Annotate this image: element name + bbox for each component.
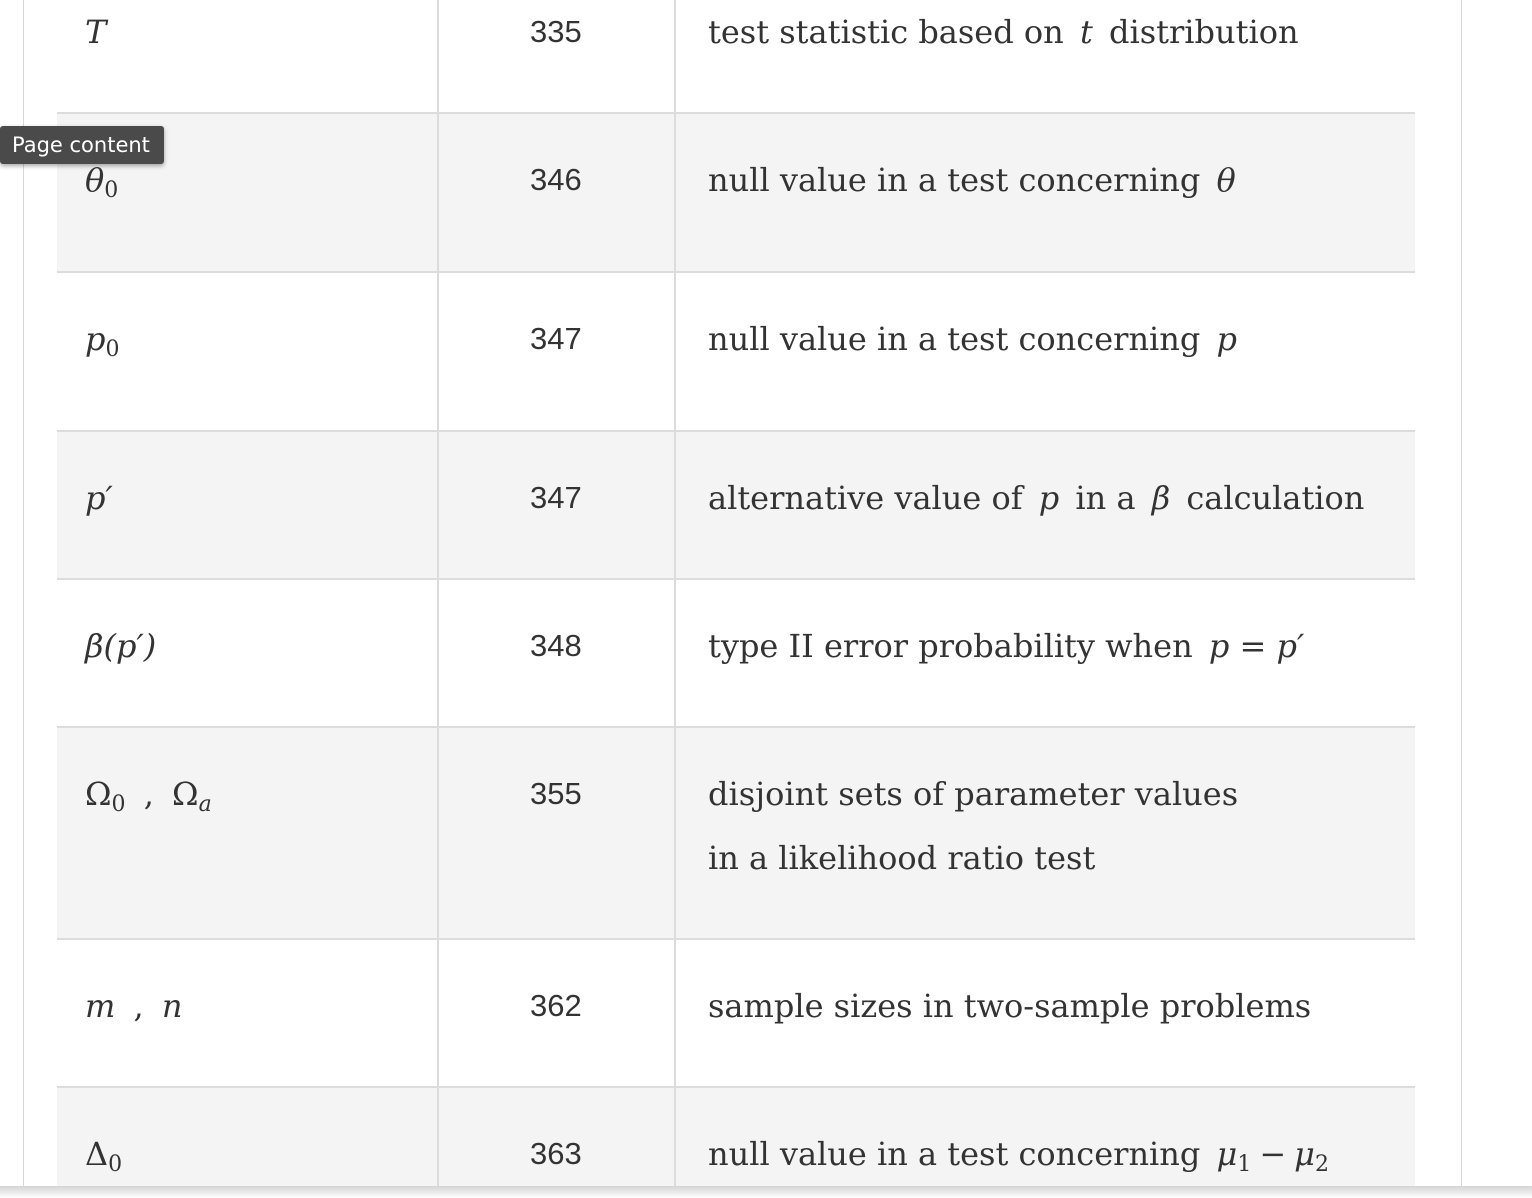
symbol: T bbox=[85, 13, 107, 51]
table-row: β(p′) 348 type II error probability when… bbox=[57, 579, 1415, 727]
symbol-cell: p′ bbox=[85, 479, 113, 517]
table-row: θ0 346 null value in a test concerning θ bbox=[57, 113, 1415, 272]
symbol-cell: p0 bbox=[85, 320, 120, 362]
bottom-shadow bbox=[0, 1186, 1532, 1198]
symbol-cell: m , n bbox=[85, 987, 183, 1025]
description-cell: sample sizes in two-sample problems bbox=[674, 939, 1415, 1087]
description-cell: null value in a test concerning p bbox=[674, 272, 1415, 431]
page-cell: 335 bbox=[437, 0, 675, 113]
page-cell: 363 bbox=[437, 1087, 675, 1198]
symbol-cell: β(p′) bbox=[85, 627, 157, 665]
page-cell: 362 bbox=[437, 939, 675, 1087]
description-cell: null value in a test concerning θ bbox=[674, 113, 1415, 272]
symbol-cell: T bbox=[57, 0, 438, 113]
page-content-tooltip: Page content bbox=[0, 126, 164, 164]
symbol-cell: Ω0 , Ωa bbox=[85, 775, 212, 817]
table-row: p′ 347 alternative value of p in a β cal… bbox=[57, 431, 1415, 579]
table-row: Δ0 363 null value in a test concerning μ… bbox=[57, 1087, 1415, 1198]
table-row: m , n 362 sample sizes in two-sample pro… bbox=[57, 939, 1415, 1087]
symbol-cell: θ0 bbox=[85, 161, 119, 203]
content-border-left bbox=[23, 0, 24, 1198]
page-cell: 348 bbox=[437, 579, 675, 727]
content-border-right bbox=[1461, 0, 1462, 1198]
page-cell: 347 bbox=[437, 431, 675, 579]
symbol-table: T 335 test statistic based on t distribu… bbox=[57, 0, 1415, 1198]
description-cell: null value in a test concerning μ1− μ2 bbox=[674, 1087, 1415, 1198]
description-cell: alternative value of p in a β calculatio… bbox=[674, 431, 1415, 579]
description-cell: disjoint sets of parameter values in a l… bbox=[674, 727, 1415, 939]
page-cell: 355 bbox=[437, 727, 675, 939]
table-row: T 335 test statistic based on t distribu… bbox=[57, 0, 1415, 113]
description-cell: test statistic based on t distribution bbox=[674, 0, 1415, 113]
table-row: p0 347 null value in a test concerning p bbox=[57, 272, 1415, 431]
page-cell: 346 bbox=[437, 113, 675, 272]
description-cell: type II error probability when p = p′ bbox=[674, 579, 1415, 727]
table-row: Ω0 , Ωa 355 disjoint sets of parameter v… bbox=[57, 727, 1415, 939]
page-cell: 347 bbox=[437, 272, 675, 431]
symbol-cell: Δ0 bbox=[85, 1135, 123, 1177]
